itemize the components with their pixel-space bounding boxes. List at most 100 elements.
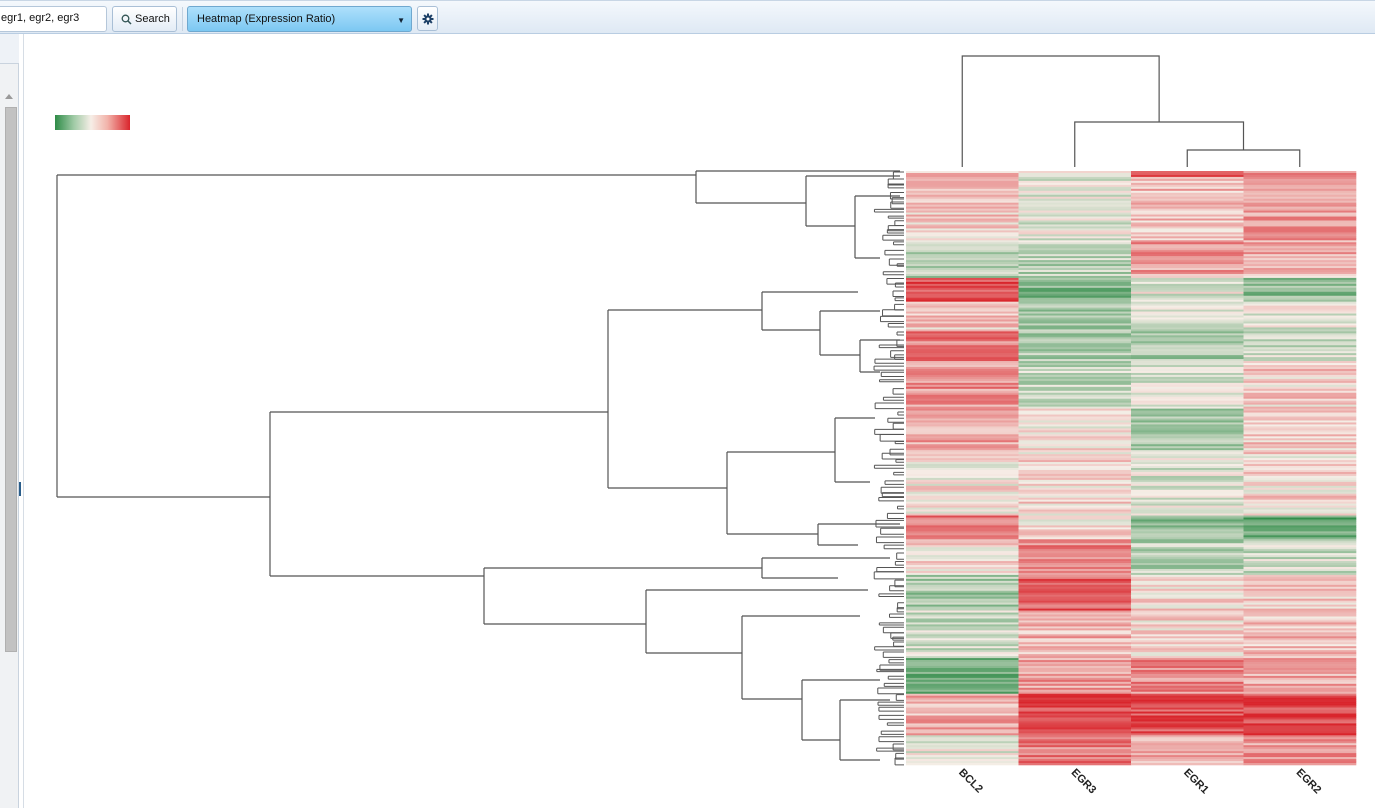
heatmap-cell[interactable] (906, 761, 1019, 764)
heatmap-cell[interactable] (1131, 654, 1244, 657)
heatmap-cell[interactable] (1018, 584, 1132, 588)
heatmap-cell[interactable] (1131, 610, 1244, 613)
heatmap-cell[interactable] (1018, 372, 1132, 376)
heatmap-cell[interactable] (1018, 739, 1132, 742)
heatmap-cell[interactable] (1243, 370, 1357, 374)
heatmap-cell[interactable] (906, 361, 1019, 364)
heatmap-cell[interactable] (1243, 751, 1357, 754)
heatmap-cell[interactable] (1243, 580, 1357, 584)
heatmap-cell[interactable] (906, 693, 1019, 696)
heatmap-cell[interactable] (906, 666, 1019, 669)
heatmap-cell[interactable] (1018, 715, 1132, 718)
heatmap-cell[interactable] (1018, 438, 1132, 441)
heatmap-cell[interactable] (1243, 178, 1357, 182)
heatmap-cell[interactable] (1018, 206, 1132, 209)
heatmap-cell[interactable] (1018, 270, 1132, 273)
heatmap-cell[interactable] (1243, 262, 1357, 265)
heatmap-cell[interactable] (1243, 442, 1357, 445)
heatmap-cell[interactable] (906, 355, 1019, 358)
heatmap-cell[interactable] (1243, 382, 1357, 386)
heatmap-cell[interactable] (1018, 691, 1132, 695)
heatmap-cell[interactable] (1131, 196, 1244, 200)
heatmap-cell[interactable] (1131, 317, 1244, 320)
heatmap-cell[interactable] (906, 727, 1019, 730)
heatmap-cell[interactable] (1131, 446, 1244, 449)
heatmap-cell[interactable] (1131, 353, 1244, 356)
heatmap-cell[interactable] (906, 521, 1019, 524)
heatmap-cell[interactable] (906, 743, 1019, 746)
heatmap-cell[interactable] (906, 590, 1019, 594)
heatmap-cell[interactable] (1243, 232, 1357, 235)
heatmap-cell[interactable] (906, 186, 1019, 190)
heatmap-cell[interactable] (1131, 749, 1244, 752)
heatmap-cell[interactable] (1018, 654, 1132, 657)
heatmap-cell[interactable] (1243, 576, 1357, 580)
heatmap-cell[interactable] (1131, 608, 1244, 611)
heatmap-cell[interactable] (1018, 283, 1132, 287)
heatmap-cell[interactable] (906, 394, 1019, 398)
heatmap-cell[interactable] (1243, 404, 1357, 407)
heatmap-cell[interactable] (1018, 553, 1132, 556)
heatmap-cell[interactable] (1243, 258, 1357, 261)
heatmap-cell[interactable] (906, 192, 1019, 196)
heatmap-cell[interactable] (1243, 376, 1357, 380)
heatmap-cell[interactable] (1131, 614, 1244, 617)
heatmap-cell[interactable] (1131, 551, 1244, 554)
heatmap-cell[interactable] (1243, 745, 1357, 748)
heatmap-cell[interactable] (1131, 687, 1244, 691)
heatmap-cell[interactable] (906, 260, 1019, 263)
heatmap-cell[interactable] (1018, 468, 1132, 471)
heatmap-cell[interactable] (906, 289, 1019, 293)
heatmap-cell[interactable] (1131, 218, 1244, 221)
heatmap-cell[interactable] (1131, 224, 1244, 227)
heatmap-cell[interactable] (1018, 723, 1132, 726)
heatmap-cell[interactable] (906, 671, 1019, 675)
heatmap-cell[interactable] (1131, 699, 1244, 702)
heatmap-cell[interactable] (906, 673, 1019, 677)
heatmap-cell[interactable] (906, 440, 1019, 443)
heatmap-cell[interactable] (1131, 442, 1244, 445)
heatmap-cell[interactable] (1018, 624, 1132, 627)
heatmap-cell[interactable] (1243, 327, 1357, 330)
heatmap-cell[interactable] (1018, 266, 1132, 269)
heatmap-cell[interactable] (1243, 525, 1357, 528)
heatmap-cell[interactable] (1018, 339, 1132, 342)
heatmap-cell[interactable] (906, 285, 1019, 289)
heatmap-cell[interactable] (906, 616, 1019, 619)
heatmap-cell[interactable] (1018, 313, 1132, 316)
heatmap-cell[interactable] (906, 349, 1019, 352)
heatmap-cell[interactable] (1131, 517, 1244, 520)
heatmap-cell[interactable] (906, 337, 1019, 340)
heatmap-cell[interactable] (1243, 600, 1357, 603)
heatmap-cell[interactable] (906, 709, 1019, 712)
heatmap-cell[interactable] (906, 596, 1019, 599)
heatmap-cell[interactable] (1018, 355, 1132, 358)
heatmap-cell[interactable] (1131, 539, 1244, 542)
heatmap-cell[interactable] (906, 287, 1019, 291)
heatmap-cell[interactable] (1018, 576, 1132, 580)
heatmap-cell[interactable] (1243, 432, 1357, 435)
heatmap-cell[interactable] (1131, 709, 1244, 712)
heatmap-cell[interactable] (1131, 481, 1244, 485)
heatmap-cell[interactable] (1018, 662, 1132, 665)
heatmap-cell[interactable] (1018, 545, 1132, 548)
heatmap-cell[interactable] (1243, 586, 1357, 590)
heatmap-cell[interactable] (1243, 466, 1357, 469)
heatmap-cell[interactable] (1018, 299, 1132, 302)
heatmap-cell[interactable] (1131, 345, 1244, 348)
heatmap-cell[interactable] (1131, 753, 1244, 756)
heatmap-cell[interactable] (906, 323, 1019, 326)
heatmap-cell[interactable] (906, 454, 1019, 457)
heatmap-cell[interactable] (1018, 568, 1132, 572)
heatmap-cell[interactable] (1018, 683, 1132, 687)
heatmap-cell[interactable] (1243, 662, 1357, 665)
heatmap-cell[interactable] (906, 507, 1019, 510)
heatmap-cell[interactable] (1131, 638, 1244, 641)
heatmap-cell[interactable] (1243, 303, 1357, 306)
heatmap-cell[interactable] (1243, 295, 1357, 299)
heatmap-cell[interactable] (1243, 351, 1357, 354)
heatmap-cell[interactable] (1018, 279, 1132, 283)
heatmap-cell[interactable] (1131, 315, 1244, 318)
heatmap-cell[interactable] (1243, 345, 1357, 348)
heatmap-cell[interactable] (1131, 683, 1244, 687)
